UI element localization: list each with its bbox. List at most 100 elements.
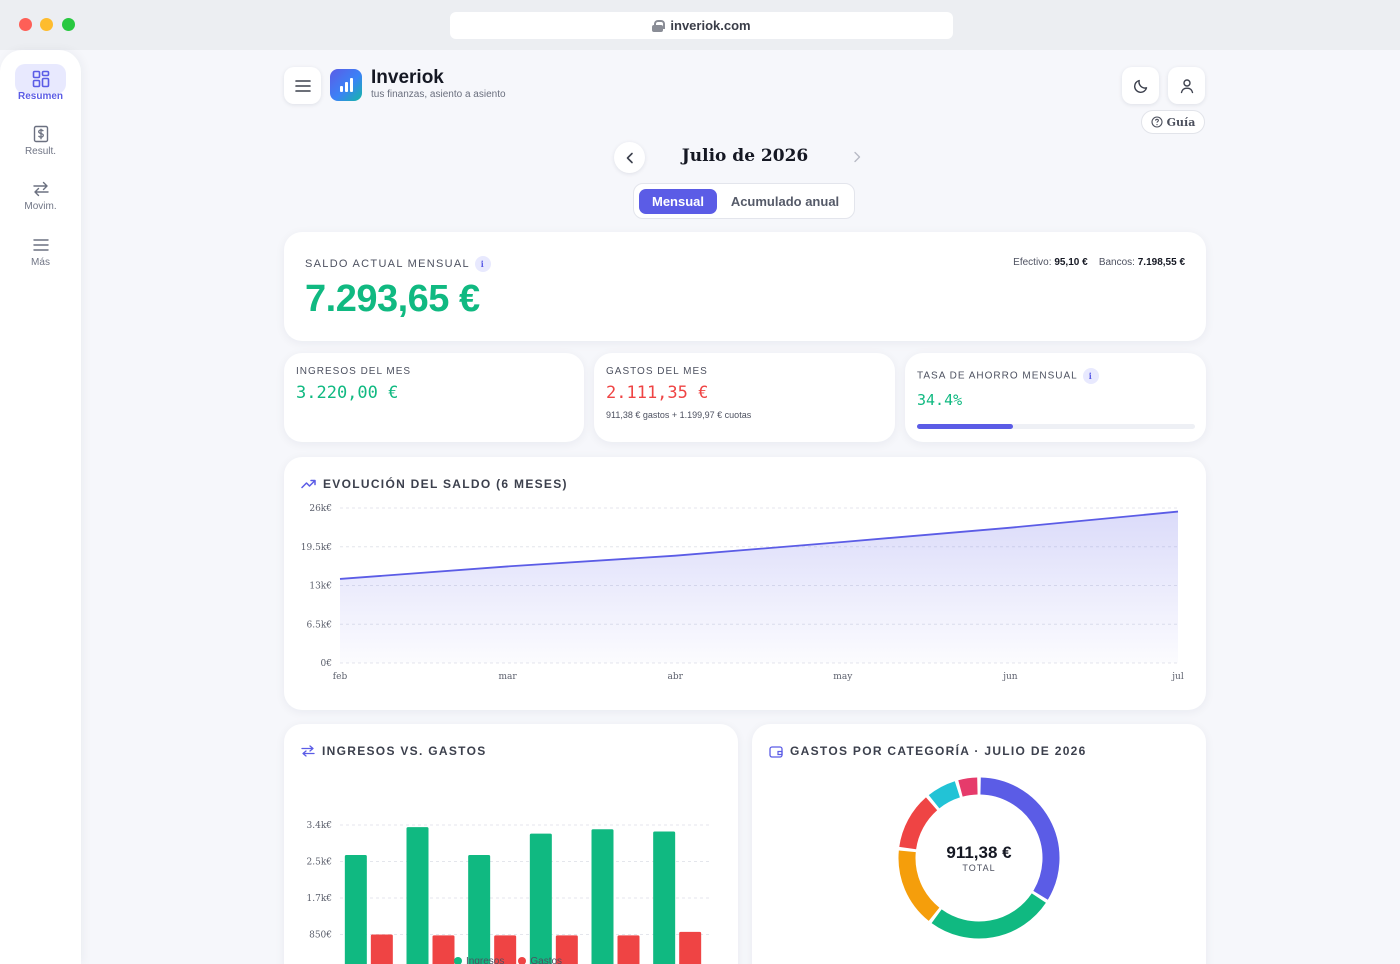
banks-value: 7.198,55 € <box>1137 257 1185 268</box>
app-tagline: tus finanzas, asiento a asiento <box>371 89 506 100</box>
expense-bar-jun <box>617 935 640 964</box>
expense-bar-jul <box>679 931 702 964</box>
menu-lines-icon <box>32 239 49 251</box>
wallet-icon <box>769 745 783 758</box>
income-card: INGRESOS DEL MES 3.220,00 € <box>284 353 584 442</box>
balance-evolution-title: EVOLUCIÓN DEL SALDO (6 MESES) <box>301 477 568 491</box>
app-logo <box>330 69 362 101</box>
income-bar-jul <box>653 831 676 964</box>
sidebar-item-label: Movim. <box>24 201 57 212</box>
x-tick-label: feb <box>333 672 348 682</box>
next-month-button[interactable] <box>852 151 862 163</box>
expenses-detail: 911,38 € gastos + 1.199,97 € cuotas <box>606 410 752 420</box>
guide-button[interactable]: Guía <box>1141 110 1205 134</box>
prev-month-button[interactable] <box>614 142 645 173</box>
balance-area-chart: 26k€ 19.5k€ 13k€ 6.5k€ 0€feb mar abr may jun jul <box>301 504 1184 682</box>
balance-line <box>339 510 1179 580</box>
sidebar-item-label: Result. <box>24 146 57 157</box>
savings-value: 34.4% <box>917 391 963 409</box>
app-name: Inveriok <box>371 67 444 88</box>
x-tick-label: jun <box>1002 672 1018 682</box>
donut-slice-4 <box>899 797 938 850</box>
chevron-left-icon <box>626 152 633 163</box>
moon-icon <box>1133 79 1147 93</box>
sidebar-item-result[interactable]: Result. <box>0 125 81 157</box>
menu-toggle-button[interactable] <box>284 67 321 104</box>
sidebar-item-movim[interactable]: Movim. <box>0 180 81 212</box>
donut-center-label: TOTAL <box>962 863 996 873</box>
dashboard-icon <box>32 70 49 88</box>
area-fill <box>340 511 1178 663</box>
income-bar-jun <box>591 829 614 964</box>
close-window-button[interactable] <box>19 18 32 31</box>
legend-label: Ingresos <box>466 956 505 964</box>
active-indicator <box>15 64 66 94</box>
expenses-card: GASTOS DEL MES 2.111,35 € 911,38 € gasto… <box>594 353 895 442</box>
donut-slice-6 <box>958 777 978 797</box>
sidebar-item-mas[interactable]: Más <box>0 236 81 268</box>
sidebar: Resumen Result. Movim. Más <box>0 50 81 964</box>
balance-label: SALDO ACTUAL MENSUAL i <box>305 256 491 272</box>
minimize-window-button[interactable] <box>40 18 53 31</box>
income-vs-expenses-title: INGRESOS VS. GASTOS <box>301 744 487 758</box>
donut-slice-3 <box>898 850 940 921</box>
savings-progress <box>917 424 1195 429</box>
balance-label-text: SALDO ACTUAL MENSUAL <box>305 257 470 270</box>
legend-label: Gastos <box>530 956 563 964</box>
period-mode-toggle: Mensual Acumulado anual <box>633 183 855 219</box>
guide-label: Guía <box>1166 115 1196 129</box>
dark-mode-button[interactable] <box>1122 67 1159 104</box>
income-bar-abr <box>468 855 491 964</box>
sidebar-item-resumen[interactable]: Resumen <box>0 64 81 102</box>
expense-bar-feb <box>370 934 393 964</box>
help-circle-icon <box>1151 116 1163 128</box>
donut-slice-1 <box>980 777 1060 900</box>
sidebar-item-label: Resumen <box>17 91 63 102</box>
legend-item-income: Ingresos <box>454 956 504 964</box>
y-tick-label: 0€ <box>321 659 332 669</box>
chart-title: EVOLUCIÓN DEL SALDO (6 MESES) <box>323 477 568 491</box>
balance-evolution-card: EVOLUCIÓN DEL SALDO (6 MESES) 26k€ 19.5k€… <box>284 457 1206 710</box>
donut-total-value: 911,38 € <box>752 843 1206 863</box>
x-tick-label: abr <box>667 672 683 682</box>
income-vs-expenses-card: INGRESOS VS. GASTOS 3.4k€2.5k€1.7k€850€0… <box>284 724 738 964</box>
banks-label: Bancos: <box>1098 257 1135 268</box>
chart-legend: Ingresos Gastos <box>454 956 562 964</box>
app-page: Resumen Result. Movim. Más <box>0 50 1400 964</box>
chart-title: INGRESOS VS. GASTOS <box>322 744 487 758</box>
income-value: 3.220,00 € <box>296 383 399 403</box>
y-tick-label: 850€ <box>309 931 332 941</box>
expenses-value: 2.111,35 € <box>606 383 709 403</box>
expenses-label: GASTOS DEL MES <box>606 366 708 377</box>
transfer-arrows-icon <box>32 181 49 197</box>
income-label: INGRESOS DEL MES <box>296 366 412 377</box>
savings-progress-fill <box>917 424 1013 429</box>
savings-label: TASA DE AHORRO MENSUAL i <box>917 368 1099 384</box>
cash-value: 95,10 € <box>1054 257 1088 268</box>
expenses-category-title: GASTOS POR CATEGORÍA · JULIO DE 2026 <box>769 744 1087 758</box>
income-bar-may <box>529 833 552 964</box>
info-icon[interactable]: i <box>1082 368 1099 384</box>
hamburger-icon <box>294 79 311 92</box>
x-tick-label: may <box>833 672 853 682</box>
info-icon[interactable]: i <box>474 256 491 272</box>
expense-bar-abr <box>494 935 517 964</box>
profile-button[interactable] <box>1168 67 1205 104</box>
lock-icon <box>652 19 666 32</box>
url-text: inveriok.com <box>670 18 751 33</box>
donut-slice-2 <box>931 893 1046 939</box>
y-tick-label: 13k€ <box>309 582 332 592</box>
y-tick-label: 2.5k€ <box>307 858 333 868</box>
expenses-by-category-card: GASTOS POR CATEGORÍA · JULIO DE 2026 911… <box>752 724 1206 964</box>
mode-acumulado-button[interactable]: Acumulado anual <box>730 194 840 209</box>
maximize-window-button[interactable] <box>62 18 75 31</box>
savings-label-text: TASA DE AHORRO MENSUAL <box>917 370 1078 382</box>
x-tick-label: mar <box>498 672 517 682</box>
expense-bar-mar <box>432 935 455 964</box>
mode-mensual-button[interactable]: Mensual <box>639 189 717 214</box>
y-tick-label: 3.4k€ <box>307 821 333 831</box>
address-bar[interactable]: inveriok.com <box>450 12 953 39</box>
y-tick-label: 6.5k€ <box>307 620 333 630</box>
trending-up-icon <box>301 479 316 489</box>
